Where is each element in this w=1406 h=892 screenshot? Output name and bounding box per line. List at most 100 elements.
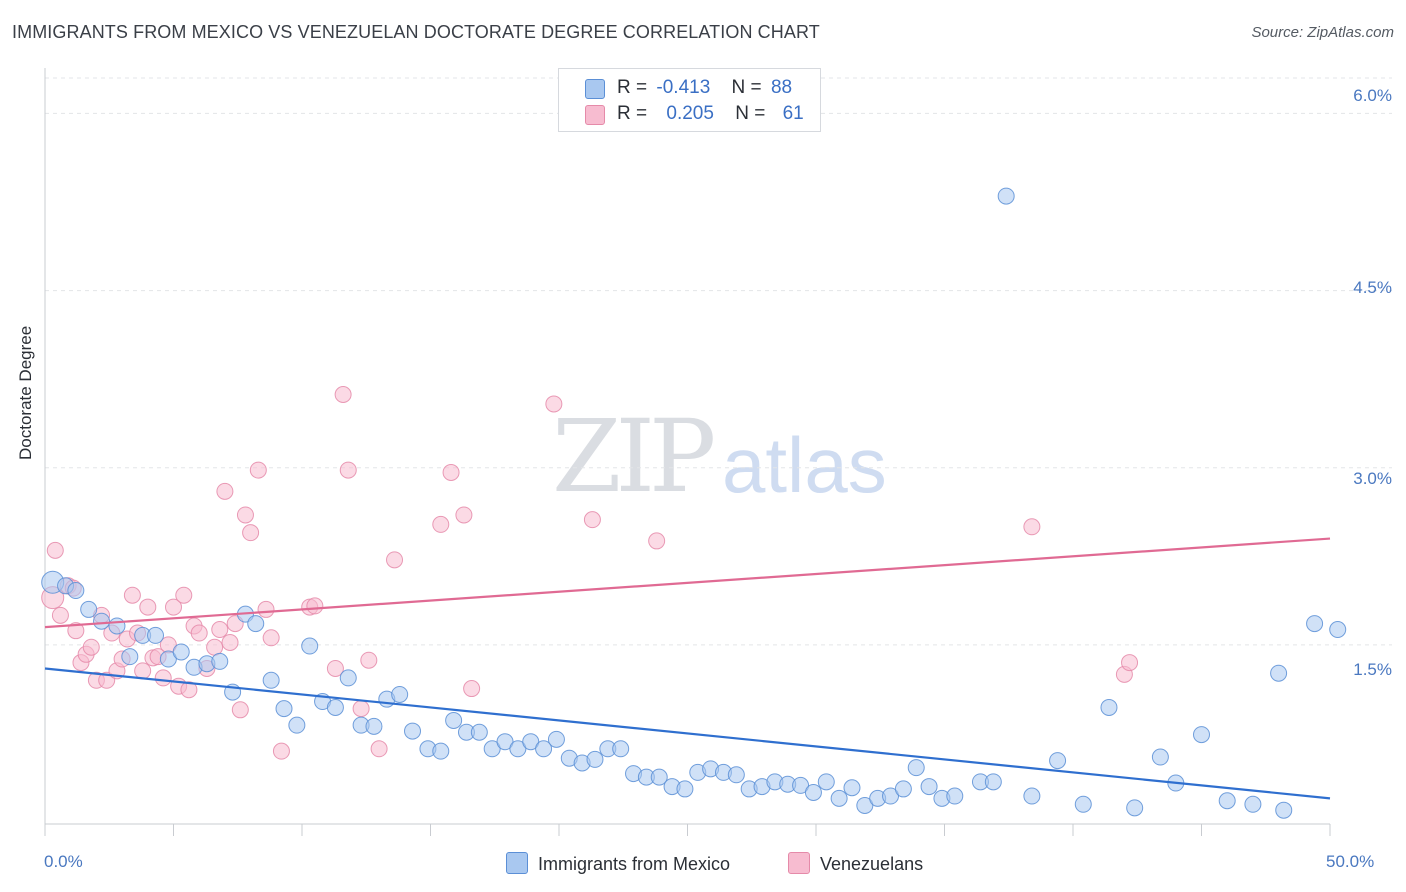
axes	[44, 68, 1331, 836]
source-label: Source: ZipAtlas.com	[1251, 24, 1394, 41]
mexico-point	[1100, 698, 1118, 716]
venezuelans-point	[46, 541, 64, 559]
venezuelans-point	[123, 586, 141, 604]
venezuelans-point	[216, 482, 234, 500]
mexico-point	[404, 722, 422, 740]
mexico-point	[288, 716, 306, 734]
venezuelans-point	[326, 659, 344, 677]
mexico-point	[1126, 799, 1144, 817]
mexico-point	[586, 750, 604, 768]
venezuelans-point	[262, 629, 280, 647]
mexico-point	[856, 796, 874, 814]
mexico-point	[1270, 664, 1288, 682]
mexico-point	[93, 612, 111, 630]
watermark-atlas: atlas	[722, 421, 887, 509]
venezuelans-point	[272, 742, 290, 760]
mexico-point	[1275, 801, 1293, 819]
venezuelans-point	[463, 680, 481, 698]
mexico-point	[1329, 621, 1347, 639]
venezuelans-point	[339, 461, 357, 479]
venezuelans-point	[180, 681, 198, 699]
mexico-point	[843, 779, 861, 797]
mexico-swatch	[585, 79, 605, 99]
venezuelans-trend-line	[44, 537, 1331, 629]
mexico-point	[211, 652, 229, 670]
venezuelans-point	[206, 638, 224, 656]
venezuelans-point	[67, 622, 85, 640]
x-tick-label-min: 0.0%	[44, 852, 83, 871]
venezuelans-swatch	[585, 105, 605, 125]
venezuelans-legend-swatch	[788, 852, 810, 874]
mexico-point	[432, 742, 450, 760]
venezuelans-point	[306, 597, 324, 615]
mexico-points	[41, 187, 1347, 819]
legend-label: Immigrants from Mexico	[538, 854, 731, 874]
venezuelans-point	[1023, 518, 1041, 536]
mexico-point	[946, 787, 964, 805]
mexico-point	[470, 723, 488, 741]
mexico-point	[121, 648, 139, 666]
mexico-point	[391, 685, 409, 703]
legend-item-venezuelans[interactable]: Venezuelans	[788, 852, 923, 875]
venezuelans-point	[154, 669, 172, 687]
mexico-point	[1306, 615, 1324, 633]
mexico-point	[67, 582, 85, 600]
watermark-zip: ZIP	[552, 398, 716, 515]
venezuelans-point	[211, 621, 229, 639]
mexico-point	[159, 650, 177, 668]
venezuelans-point	[236, 506, 254, 524]
mexico-point	[650, 768, 668, 786]
y-axis-label: Doctorate Degree	[16, 325, 35, 460]
venezuelans-point	[190, 624, 208, 642]
mexico-point	[894, 780, 912, 798]
mexico-point	[612, 740, 630, 758]
venezuelans-point	[432, 515, 450, 533]
mexico-point	[804, 783, 822, 801]
mexico-point	[907, 759, 925, 777]
mexico-point	[172, 643, 190, 661]
mexico-point	[80, 600, 98, 618]
venezuelans-stats: R = 0.205 N = 61	[617, 103, 804, 124]
venezuelans-point	[386, 551, 404, 569]
venezuelans-point	[648, 532, 666, 550]
mexico-stats: R = -0.413 N = 88	[617, 77, 793, 98]
trend-lines	[44, 537, 1331, 800]
y-tick-label: 6.0%	[1353, 86, 1392, 105]
y-tick-label: 3.0%	[1353, 469, 1392, 488]
venezuelans-point	[51, 606, 69, 624]
mexico-legend-swatch	[506, 852, 528, 874]
mexico-point	[1049, 752, 1067, 770]
venezuelans-point	[82, 638, 100, 656]
venezuelans-point	[249, 461, 267, 479]
mexico-point	[882, 787, 900, 805]
y-tick-label: 4.5%	[1353, 278, 1392, 297]
mexico-point	[535, 740, 553, 758]
mexico-point	[1074, 795, 1092, 813]
mexico-point	[365, 717, 383, 735]
legend-label: Venezuelans	[820, 854, 924, 874]
mexico-point	[522, 733, 540, 751]
mexico-point	[496, 733, 514, 751]
mexico-point	[1218, 792, 1236, 810]
venezuelans-point	[231, 701, 249, 719]
legend-item-mexico[interactable]: Immigrants from Mexico	[506, 852, 730, 875]
venezuelans-point	[175, 586, 193, 604]
venezuelans-point	[221, 633, 239, 651]
mexico-point	[247, 615, 265, 633]
gridlines	[45, 77, 1392, 646]
stats-legend: R = -0.413 N = 88 R = 0.205 N = 61	[558, 68, 821, 132]
venezuelans-point	[139, 598, 157, 616]
mexico-point	[1244, 795, 1262, 813]
mexico-point	[984, 773, 1002, 791]
mexico-point	[483, 740, 501, 758]
mexico-point	[997, 187, 1015, 205]
mexico-point	[301, 637, 319, 655]
venezuelans-point	[134, 662, 152, 680]
mexico-point	[262, 671, 280, 689]
venezuelans-point	[334, 385, 352, 403]
venezuelans-point	[583, 511, 601, 529]
mexico-point	[727, 766, 745, 784]
venezuelans-point	[455, 506, 473, 524]
venezuelans-point	[360, 651, 378, 669]
